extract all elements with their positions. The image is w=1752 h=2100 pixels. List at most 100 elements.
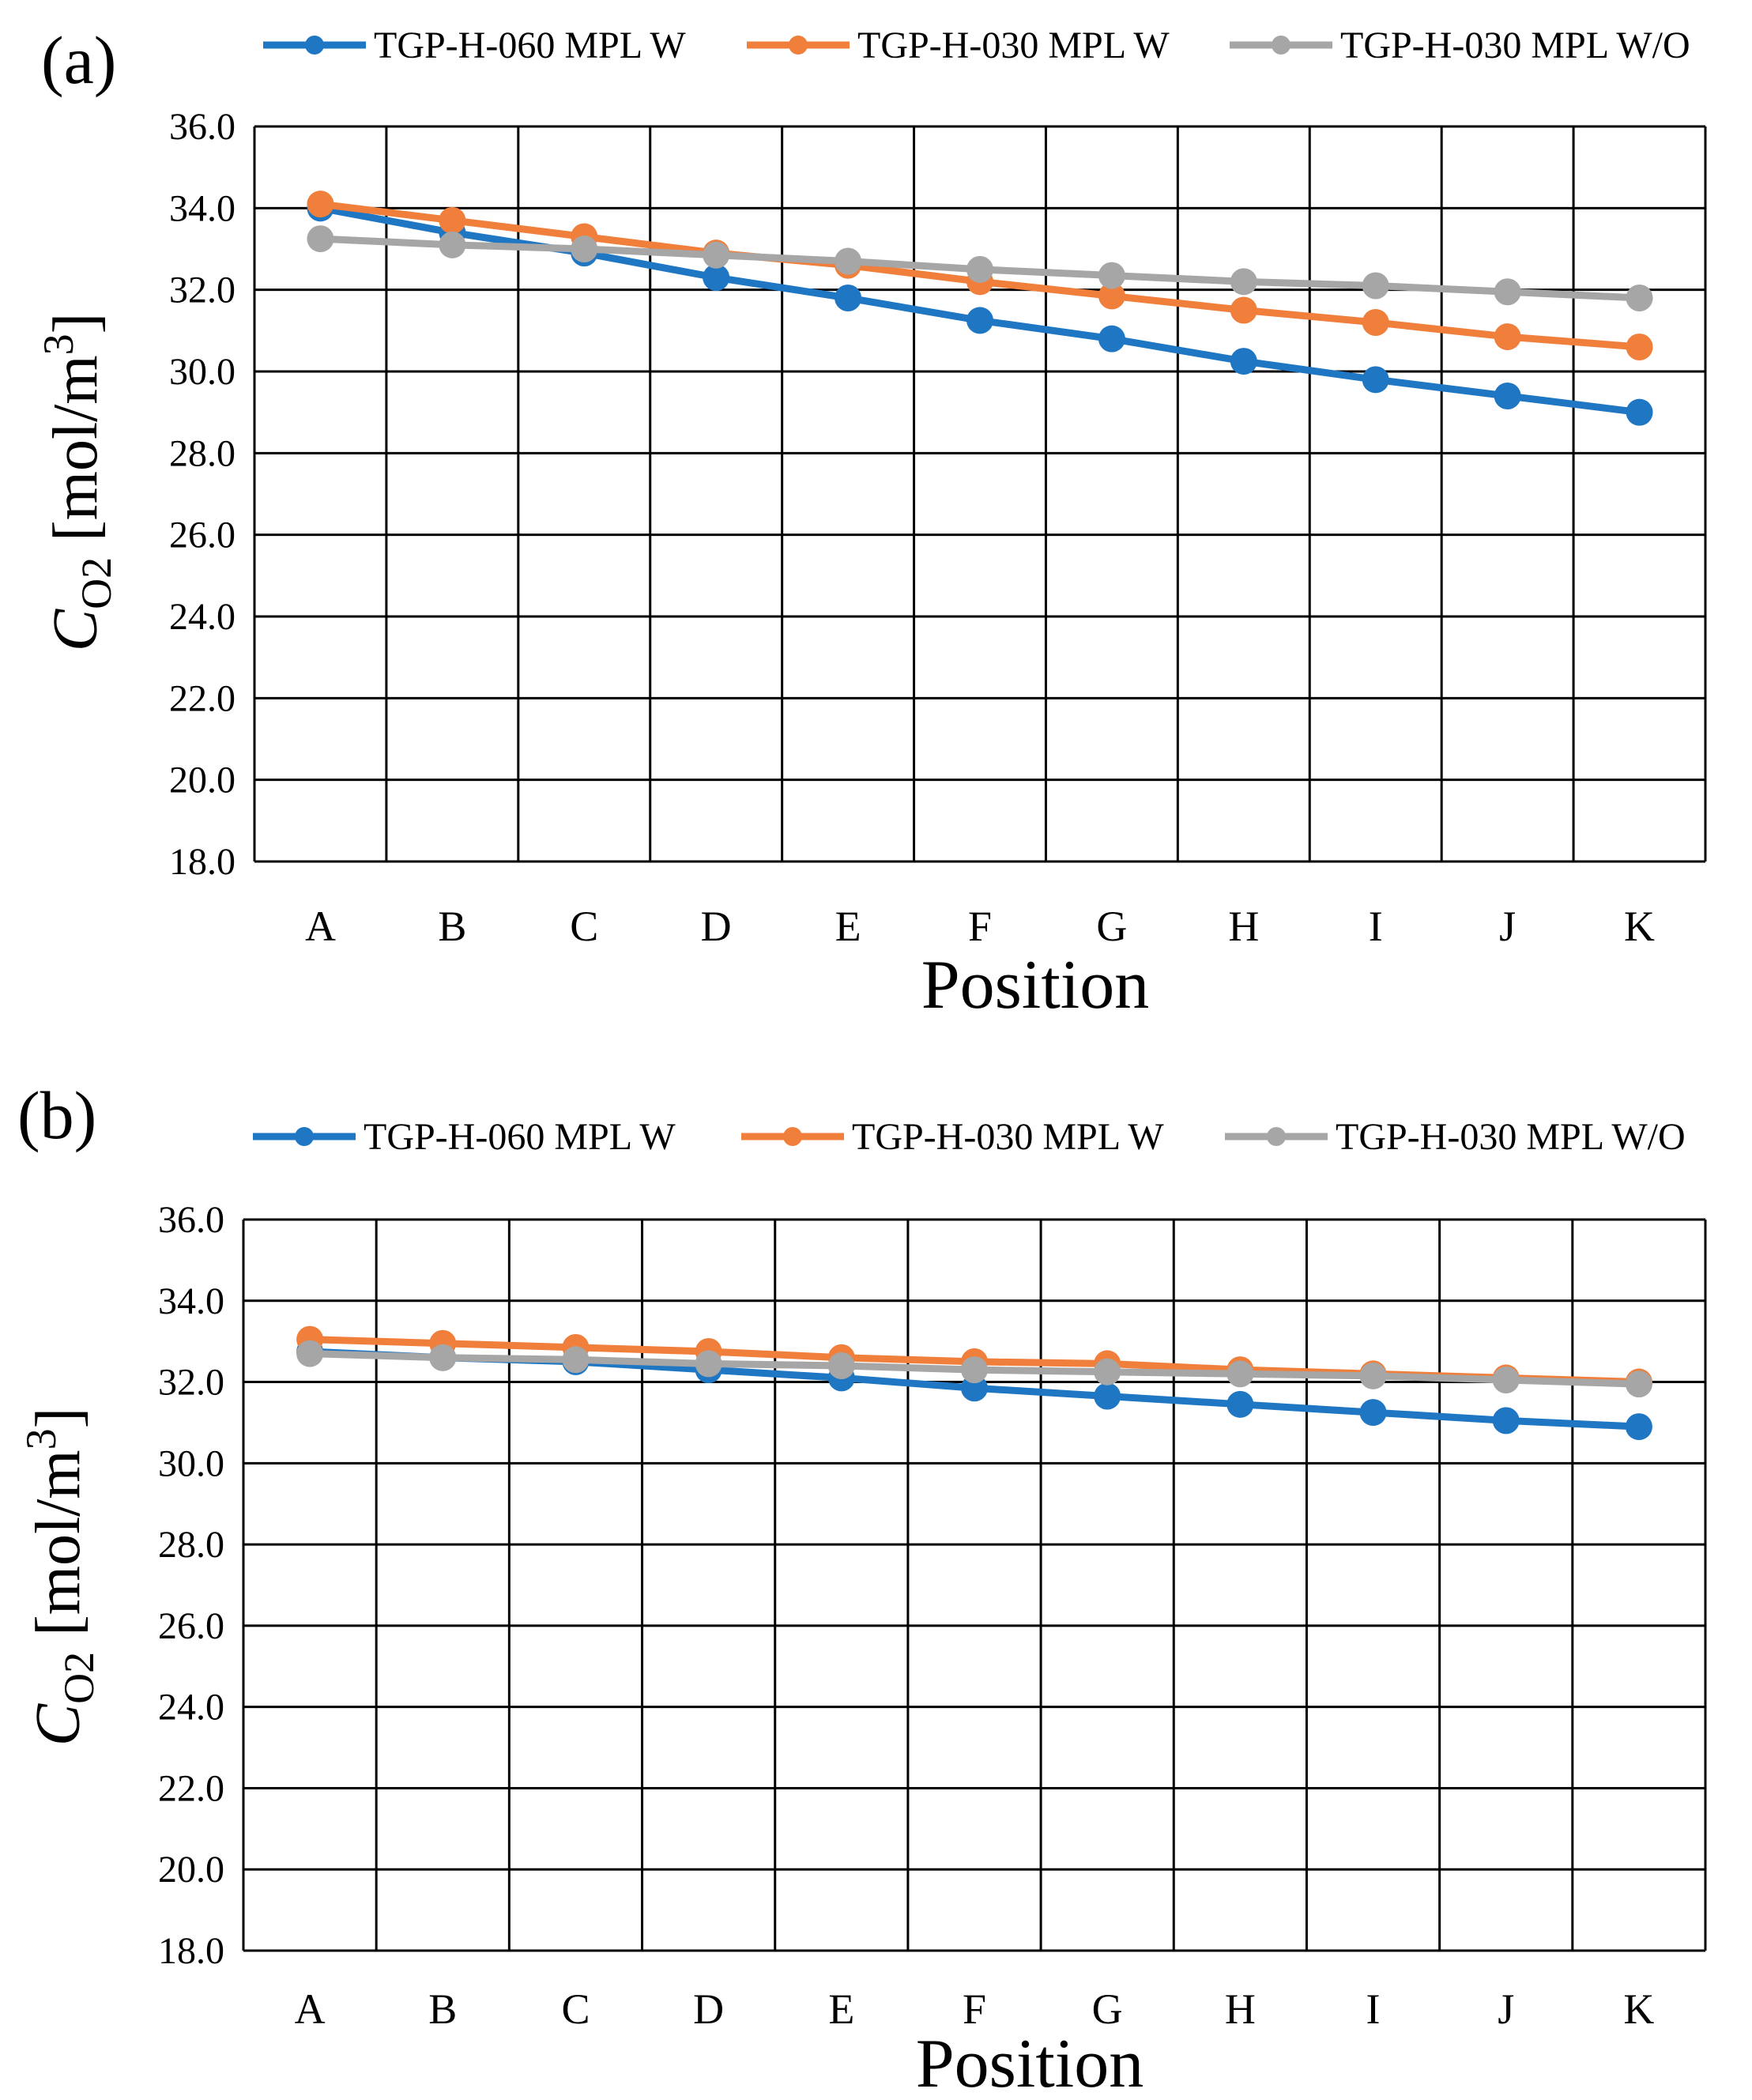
legend-swatch-marker	[1272, 36, 1290, 55]
data-point	[1494, 383, 1521, 409]
y-axis-label: CO2 [mol/m3]	[35, 313, 120, 652]
x-tick-label: J	[1498, 1985, 1514, 2033]
x-tick-label: E	[835, 903, 861, 950]
x-tick-label: H	[1225, 1985, 1256, 2033]
panel-label: (b)	[17, 1077, 96, 1153]
y-tick-label: 26.0	[169, 515, 235, 556]
data-point	[1626, 398, 1653, 426]
y-tick-label: 22.0	[169, 677, 235, 719]
x-tick-label: G	[1096, 903, 1127, 950]
data-point	[296, 1340, 324, 1367]
x-tick-label: F	[968, 903, 992, 950]
data-point	[1230, 268, 1257, 296]
data-point	[835, 247, 862, 275]
y-tick-label: 30.0	[169, 351, 235, 393]
y-tick-label: 18.0	[169, 841, 235, 883]
legend-swatch-marker	[789, 36, 808, 55]
legend-swatch-marker	[295, 1127, 314, 1146]
data-point	[703, 241, 730, 269]
data-point	[307, 190, 334, 218]
x-tick-label: G	[1092, 1985, 1123, 2033]
data-point	[695, 1350, 722, 1378]
data-point	[1626, 334, 1653, 360]
x-tick-label: C	[570, 903, 598, 950]
chart-panel-0: (a) 36.0 34.0 32.0 30.0 28.0 26.0 24.0 22.0 20.0 1…	[35, 22, 1707, 1024]
y-tick-label: 20.0	[158, 1849, 224, 1891]
y-tick-label: 28.0	[169, 432, 235, 474]
y-tick-label: 26.0	[158, 1605, 224, 1647]
data-point	[827, 1352, 855, 1379]
y-tick-label: 32.0	[158, 1362, 224, 1404]
x-tick-label: D	[693, 1985, 724, 2033]
chart-panel-1: (b) 36.0 34.0 32.0 30.0 28.0 26.0 24.0 22.0 20.0 1…	[17, 1077, 1707, 2100]
x-axis-label: Position	[916, 2026, 1144, 2100]
data-point	[1098, 262, 1125, 289]
data-point	[1492, 1366, 1520, 1393]
data-point	[1226, 1390, 1254, 1418]
x-tick-label: B	[438, 903, 466, 950]
x-tick-label: A	[295, 1985, 326, 2033]
x-tick-label: K	[1623, 1985, 1654, 2033]
x-tick-label: J	[1499, 903, 1516, 950]
data-point	[961, 1356, 988, 1384]
legend-swatch-marker	[305, 36, 324, 55]
legend-label: TGP-H-060 MPL W	[364, 1116, 676, 1158]
x-tick-label: I	[1366, 1985, 1381, 2033]
data-point	[1230, 296, 1257, 324]
y-tick-label: 20.0	[169, 760, 235, 801]
y-axis-label: CO2 [mol/m3]	[17, 1408, 103, 1747]
data-point	[1098, 282, 1125, 310]
data-point	[1362, 309, 1389, 336]
y-tick-label: 18.0	[158, 1930, 224, 1972]
data-point	[1094, 1382, 1121, 1410]
data-point	[571, 236, 598, 262]
data-point	[1626, 285, 1653, 311]
y-tick-label: 34.0	[158, 1280, 224, 1322]
data-point	[966, 255, 993, 283]
data-point	[835, 285, 862, 311]
data-point	[439, 231, 466, 258]
x-axis-label: Position	[921, 947, 1150, 1024]
x-tick-label: C	[561, 1985, 590, 2033]
y-tick-label: 36.0	[169, 106, 235, 148]
data-point	[1494, 323, 1521, 351]
y-tick-label: 24.0	[169, 596, 235, 638]
series-2	[307, 225, 1653, 311]
y-tick-label: 22.0	[158, 1767, 224, 1809]
legend: TGP-H-060 MPL W TGP-H-030 MPL W TGP-H-030 …	[253, 1116, 1686, 1158]
data-point	[1625, 1413, 1652, 1441]
data-point	[1492, 1407, 1520, 1435]
legend-label: TGP-H-030 MPL W	[852, 1116, 1164, 1158]
data-point	[1359, 1362, 1387, 1389]
data-point	[703, 264, 730, 292]
data-point	[307, 225, 334, 253]
x-tick-label: B	[428, 1985, 457, 2033]
x-tick-label: D	[701, 903, 732, 950]
gridlines	[242, 1218, 1707, 1952]
data-point	[439, 206, 466, 234]
x-tick-label: K	[1624, 903, 1655, 950]
legend: TGP-H-060 MPL W TGP-H-030 MPL W TGP-H-030 …	[263, 25, 1690, 66]
gridlines	[253, 125, 1707, 863]
legend-label: TGP-H-030 MPL W/O	[1340, 25, 1690, 66]
y-tick-label: 36.0	[158, 1199, 224, 1241]
y-tick-label: 24.0	[158, 1687, 224, 1729]
y-tick-label: 30.0	[158, 1442, 224, 1484]
data-point	[429, 1344, 457, 1371]
data-point	[562, 1346, 590, 1374]
series-2	[296, 1340, 1652, 1398]
data-point	[1359, 1399, 1387, 1427]
data-point	[966, 307, 993, 334]
y-tick-label: 34.0	[169, 187, 235, 229]
data-point	[1094, 1358, 1121, 1386]
x-tick-label: A	[305, 903, 336, 950]
x-tick-label: H	[1228, 903, 1259, 950]
data-point	[1230, 348, 1257, 375]
data-point	[1494, 278, 1521, 306]
legend-label: TGP-H-030 MPL W/O	[1336, 1116, 1686, 1158]
legend-label: TGP-H-030 MPL W	[857, 25, 1170, 66]
x-tick-label: E	[828, 1985, 854, 2033]
x-tick-label: F	[963, 1985, 986, 2033]
data-point	[1362, 366, 1389, 394]
